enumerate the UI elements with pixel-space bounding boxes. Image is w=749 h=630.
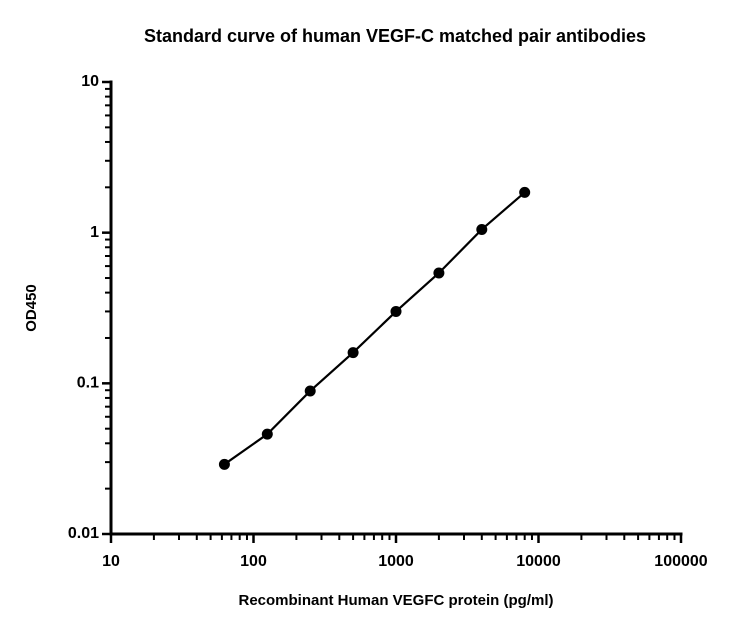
x-tick-label: 100000 xyxy=(654,553,707,570)
data-point xyxy=(261,428,273,440)
x-tick-label: 100 xyxy=(240,553,267,570)
y-tick-label: 10 xyxy=(81,73,99,90)
x-axis-label: Recombinant Human VEGFC protein (pg/ml) xyxy=(238,592,553,609)
data-point xyxy=(519,186,531,198)
data-point xyxy=(390,305,402,317)
y-tick-label: 0.01 xyxy=(68,525,99,542)
data-point xyxy=(433,267,445,279)
y-axis-label: OD450 xyxy=(23,284,40,332)
y-tick-label: 0.1 xyxy=(77,375,99,392)
x-tick-label: 10 xyxy=(102,553,120,570)
data-point xyxy=(304,385,316,397)
fit-curve xyxy=(223,191,526,466)
x-tick-label: 1000 xyxy=(378,553,414,570)
y-tick-label: 1 xyxy=(90,224,99,241)
data-point xyxy=(347,347,359,359)
chart-title: Standard curve of human VEGF-C matched p… xyxy=(144,26,646,46)
data-point xyxy=(476,223,488,235)
data-point xyxy=(218,458,230,470)
x-tick-label: 10000 xyxy=(516,553,561,570)
